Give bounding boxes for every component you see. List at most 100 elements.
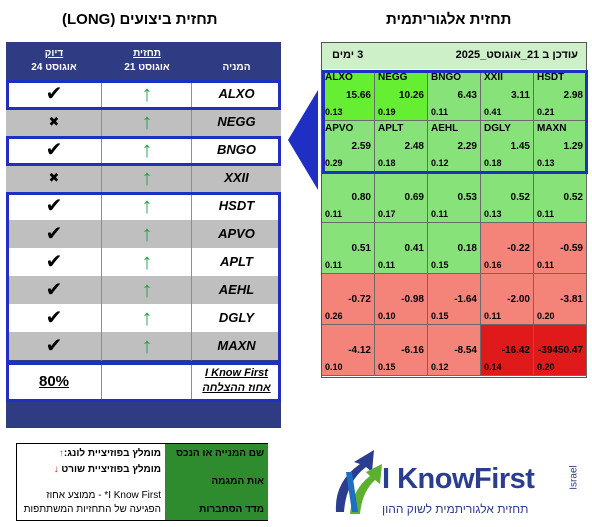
heatmap-signal: 0.69: [404, 192, 424, 203]
heatmap-cell: -0.22 0.16: [481, 223, 534, 274]
check-icon: ✔: [45, 139, 63, 161]
forecast-heatmap: 3 ימים עודכן ב 21_אוגוסט_2025 ALXO 15.66 0…: [321, 42, 588, 378]
heatmap-probability: 0.15: [431, 260, 449, 270]
check-icon: ✔: [45, 251, 63, 273]
perf-row: ✔ ↑ HSDT: [6, 192, 281, 220]
heatmap-probability: 0.20: [537, 362, 555, 372]
heatmap-cell: 0.41 0.11: [375, 223, 428, 274]
legend-note-1: I Know First* - ממוצע אחוז: [46, 490, 161, 501]
heatmap-cell: -6.16 0.15: [375, 325, 428, 376]
accuracy-header-label: דיוק: [44, 48, 64, 59]
heatmap-probability: 0.18: [378, 158, 396, 168]
legend-key-signal: אות המגמה: [211, 476, 264, 487]
perf-row: ✖ ↑ XXII: [6, 164, 281, 192]
heatmap-probability: 0.20: [537, 311, 555, 321]
heatmap-signal: -0.98: [401, 294, 424, 305]
heatmap-signal: -0.59: [560, 243, 583, 254]
heatmap-probability: 0.29: [325, 158, 343, 168]
up-arrow-icon: ↑: [58, 448, 64, 459]
column-divider: [101, 80, 102, 400]
legend-long: מומלץ בפוזיציית לונג:↑: [59, 448, 161, 459]
heatmap-cell: -16.42 0.14: [481, 325, 534, 376]
i-know-first-logo: I KnowFirst Israel תחזית אלגוריתמית לשוק…: [330, 442, 586, 524]
highlight-box: [6, 136, 281, 166]
heatmap-ticker: AEHL: [431, 123, 459, 134]
perf-row: ✔ ↑ APVO: [6, 220, 281, 248]
heatmap-cell: ALXO 15.66 0.13: [322, 70, 375, 121]
legend-short-text: מומלץ בפוזיציית שורט: [61, 464, 161, 475]
heatmap-updated: עודכן ב 21_אוגוסט_2025: [455, 49, 578, 61]
perf-ticker: NEGG: [217, 114, 256, 129]
performance-table: דיוק 24 אוגוסט תחזית 21 אוגוסט המניה ✔ ↑ A…: [6, 42, 281, 428]
heatmap-probability: 0.11: [325, 209, 343, 219]
legend-note-2: הפגיעה של התחזיות המשתתפות: [23, 504, 161, 515]
forecast-header-date: 21 אוגוסט: [124, 62, 170, 73]
heatmap-signal: 0.53: [457, 192, 477, 203]
heatmap-signal: 0.80: [351, 192, 371, 203]
heatmap-signal: 2.59: [351, 141, 371, 152]
heatmap-ticker: MAXN: [537, 123, 567, 134]
heatmap-cell: XXII 3.11 0.41: [481, 70, 534, 121]
up-arrow-icon: ↑: [141, 277, 153, 302]
heatmap-signal: 15.66: [345, 90, 371, 101]
logo-swoosh-icon: [335, 450, 382, 514]
heatmap-signal: 0.52: [510, 192, 530, 203]
heatmap-ticker: HSDT: [537, 72, 565, 83]
heatmap-signal: 1.45: [510, 141, 530, 152]
heatmap-signal: 2.98: [563, 90, 583, 101]
legend: מומלץ בפוזיציית לונג:↑ מומלץ בפוזיציית ש…: [16, 443, 268, 521]
heatmap-cell: 0.53 0.11: [428, 172, 481, 223]
heatmap-ticker: APVO: [325, 123, 354, 134]
heatmap-signal: 2.29: [457, 141, 477, 152]
heatmap-probability: 0.11: [484, 311, 502, 321]
heatmap-probability: 0.13: [484, 209, 502, 219]
perf-ticker: HSDT: [218, 198, 255, 213]
check-icon: ✔: [45, 335, 63, 357]
up-arrow-icon: ↑: [141, 333, 153, 358]
heatmap-signal: -0.22: [507, 243, 530, 254]
heatmap-cell: 0.18 0.15: [428, 223, 481, 274]
perf-row: ✔ ↑ AEHL: [6, 276, 281, 304]
up-arrow-icon: ↑: [141, 165, 153, 190]
logo-name: I KnowFirst: [382, 463, 535, 495]
heatmap-signal: 0.51: [351, 243, 371, 254]
perf-ticker: APLT: [220, 254, 253, 269]
column-divider: [191, 80, 192, 400]
heatmap-cell: 0.52 0.11: [534, 172, 587, 223]
up-arrow-icon: ↑: [141, 193, 153, 218]
perf-ticker: ALXO: [218, 86, 255, 101]
highlight-box: [6, 362, 281, 402]
perf-ticker: MAXN: [217, 338, 256, 353]
heatmap-ticker: XXII: [484, 72, 503, 83]
accuracy-header-date: 24 אוגוסט: [31, 62, 77, 73]
legend-cell-key: שם המנייה או הנכס אות המגמה מדד הסתברות: [165, 444, 268, 520]
pointer-triangle-icon: [288, 90, 318, 190]
heatmap-cell: 0.51 0.11: [322, 223, 375, 274]
heatmap-ticker: ALXO: [325, 72, 353, 83]
heatmap-cell: 0.69 0.17: [375, 172, 428, 223]
perf-ticker: XXII: [224, 170, 249, 185]
heatmap-probability: 0.13: [537, 158, 555, 168]
heatmap-signal: -4.12: [348, 345, 371, 356]
heatmap-cell: -3.81 0.20: [534, 274, 587, 325]
heatmap-probability: 0.11: [378, 260, 396, 270]
success-rate-label-text: אחוז ההצלחה: [202, 382, 271, 394]
perf-ticker: BNGO: [217, 142, 256, 157]
perf-row: ✖ ↑ NEGG: [6, 108, 281, 136]
heatmap-ticker: DGLY: [484, 123, 511, 134]
heatmap-signal: 6.43: [457, 90, 477, 101]
algorithmic-forecast-title: תחזית אלגוריתמית: [386, 11, 512, 28]
perf-ticker: APVO: [218, 226, 255, 241]
accuracy-header: דיוק 24 אוגוסט: [6, 42, 102, 80]
heatmap-signal: -16.42: [501, 345, 530, 356]
check-icon: ✔: [45, 279, 63, 301]
success-rate-label-brand: I Know First: [205, 367, 268, 379]
perf-ticker: DGLY: [218, 310, 255, 325]
heatmap-signal: 0.41: [404, 243, 424, 254]
heatmap-probability: 0.21: [537, 107, 555, 117]
check-icon: ✔: [45, 83, 63, 105]
legend-short: מומלץ בפוזיציית שורט ↓: [54, 464, 161, 475]
heatmap-probability: 0.19: [378, 107, 396, 117]
heatmap-probability: 0.16: [484, 260, 502, 270]
heatmap-probability: 0.11: [431, 107, 449, 117]
